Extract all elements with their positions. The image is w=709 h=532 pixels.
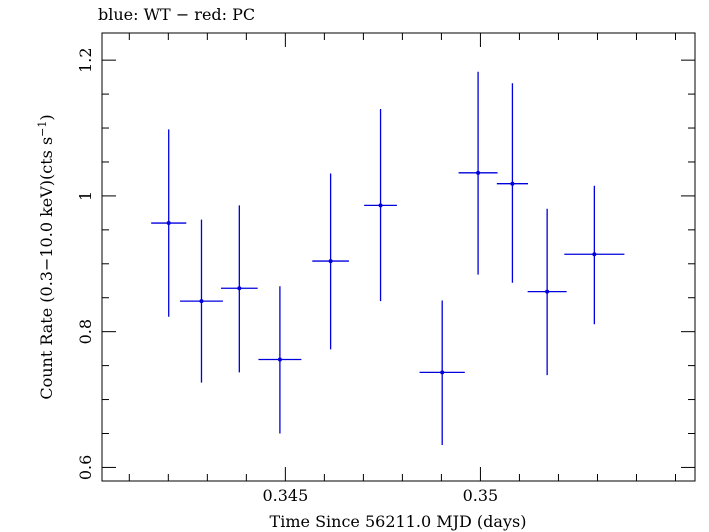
point-marker: [476, 170, 481, 175]
y-tick-label: 0.8: [76, 319, 95, 344]
point-marker: [199, 299, 204, 304]
y-tick-label: 1: [76, 191, 95, 201]
y-axis-tick-labels: 0.6 0.8 1 1.2: [76, 47, 95, 480]
point-marker: [277, 357, 282, 362]
y-axis-label: Count Rate (0.3−10.0 keV)(cts s−1): [36, 114, 56, 399]
point-marker: [237, 286, 242, 291]
data-series: [151, 71, 625, 446]
data-point: [312, 173, 349, 350]
x-axis-label: Time Since 56211.0 MJD (days): [270, 512, 527, 531]
data-point: [419, 300, 465, 446]
data-point: [364, 109, 397, 302]
y-axis-label-end: ): [37, 114, 56, 120]
data-point: [458, 71, 498, 275]
point-marker: [378, 203, 383, 208]
x-tick-label: 0.345: [262, 486, 308, 505]
data-point: [564, 185, 625, 325]
point-marker: [328, 259, 333, 264]
chart-title: blue: WT − red: PC: [98, 5, 255, 24]
y-tick-label: 0.6: [76, 455, 95, 480]
plot-frame: [101, 32, 696, 482]
data-point: [496, 83, 529, 283]
x-axis-ticks: [128, 33, 676, 481]
data-point: [180, 219, 223, 383]
y-axis-label-superscript: −1: [36, 121, 49, 137]
data-point: [258, 286, 302, 434]
data-point: [527, 208, 567, 376]
point-marker: [545, 289, 550, 294]
point-marker: [510, 181, 515, 186]
y-tick-label: 1.2: [76, 47, 95, 72]
point-marker: [440, 370, 445, 375]
x-tick-label: 0.35: [463, 486, 499, 505]
data-point: [220, 205, 258, 373]
y-axis-ticks: [102, 59, 695, 468]
y-axis-label-main: Count Rate (0.3−10.0 keV)(cts s: [37, 137, 56, 400]
point-marker: [592, 252, 597, 257]
point-marker: [166, 221, 171, 226]
x-axis-tick-labels: 0.345 0.35: [262, 486, 498, 505]
data-point: [151, 129, 187, 317]
